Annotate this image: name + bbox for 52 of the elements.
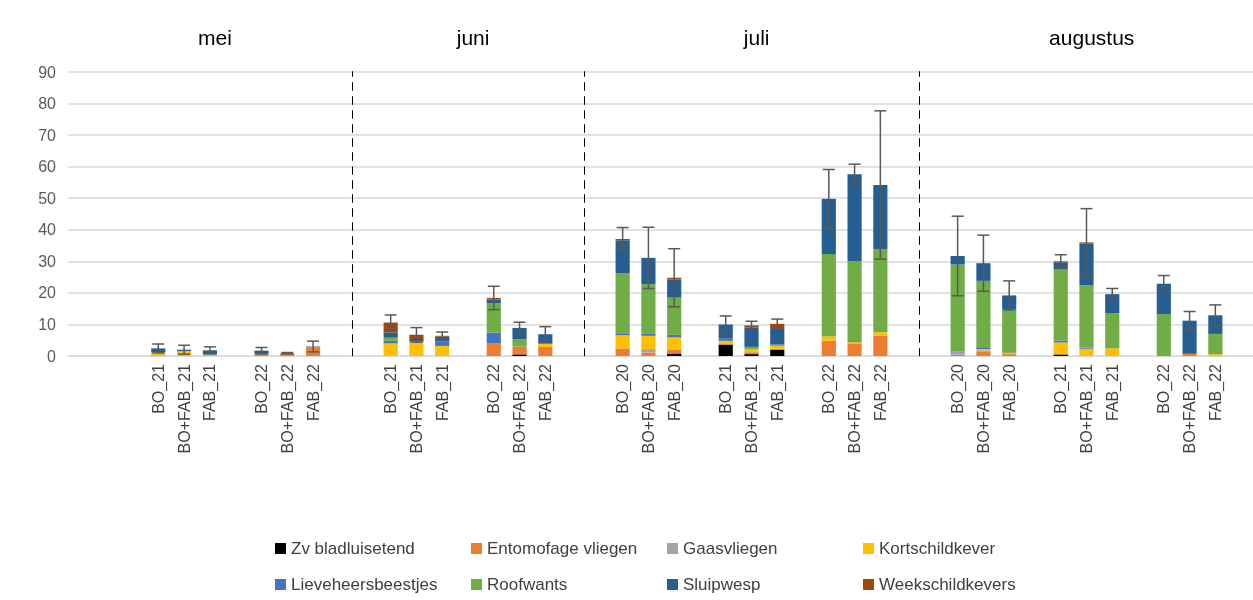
x-tick-label: BO_21 <box>717 363 736 414</box>
x-tick-label: FAB_22 <box>1207 363 1226 421</box>
legend-label: Kortschildkever <box>879 539 996 558</box>
x-tick-label: BO+FAB_20 <box>975 363 994 454</box>
y-tick-label: 40 <box>38 221 57 239</box>
x-tick-label: FAB_22 <box>536 363 555 421</box>
x-tick-label: BO_20 <box>614 363 633 414</box>
x-tick-label: BO+FAB_22 <box>846 363 865 454</box>
x-tick-label: FAB_21 <box>433 363 452 421</box>
y-tick-label: 80 <box>38 95 57 113</box>
x-tick-label: BO_21 <box>1052 363 1071 414</box>
y-tick-label: 20 <box>38 284 57 302</box>
legend-label: Entomofage vliegen <box>487 539 638 558</box>
x-tick-label: BO+FAB_21 <box>743 363 761 454</box>
y-tick-label: 90 <box>38 63 57 81</box>
y-tick-label: 0 <box>47 347 57 365</box>
x-tick-label: FAB_20 <box>665 363 684 421</box>
x-tick-label: BO+FAB_21 <box>1078 363 1097 454</box>
x-tick-label: FAB_20 <box>1001 363 1020 421</box>
x-tick-label: BO+FAB_22 <box>510 363 529 454</box>
x-tick-label: BO+FAB_21 <box>175 363 194 454</box>
x-tick-label: BO_22 <box>485 363 504 414</box>
x-tick-label: FAB_21 <box>768 363 787 421</box>
x-tick-label: BO_21 <box>149 363 168 414</box>
x-tick-label: BO+FAB_21 <box>407 363 426 454</box>
y-tick-label: 50 <box>38 189 57 207</box>
chart-title: mei <box>197 26 232 49</box>
x-tick-label: FAB_21 <box>1104 363 1123 421</box>
x-tick-label: BO+FAB_20 <box>639 363 658 454</box>
x-tick-label: BO_22 <box>253 363 271 414</box>
x-tick-label: BO_22 <box>820 363 839 414</box>
y-tick-label: 60 <box>38 158 57 176</box>
x-tick-label: FAB_22 <box>871 363 890 421</box>
x-tick-label: FAB_22 <box>304 363 323 421</box>
x-tick-label: BO_22 <box>1155 363 1174 414</box>
x-tick-label: BO+FAB_22 <box>278 363 297 454</box>
legend-label: Roofwants <box>487 575 568 594</box>
x-tick-label: BO_21 <box>381 363 400 414</box>
x-tick-label: BO_20 <box>949 363 968 414</box>
legend-label: Zv bladluisetend <box>291 539 415 558</box>
y-tick-label: 70 <box>38 126 57 144</box>
legend-label: Sluipwesp <box>683 575 761 594</box>
x-tick-label: BO+FAB_22 <box>1181 363 1200 454</box>
chart-title: augustus <box>1049 26 1135 49</box>
y-tick-label: 30 <box>38 252 57 270</box>
chart-title: juni <box>455 26 490 49</box>
legend-label: Gaasvliegen <box>683 539 778 558</box>
x-tick-label: FAB_21 <box>201 363 220 421</box>
y-tick-label: 10 <box>38 315 57 333</box>
chart-title: juli <box>742 26 770 49</box>
legend-label: Lieveheersbeestjes <box>291 575 438 594</box>
legend-label: Weekschildkevers <box>879 575 1016 594</box>
